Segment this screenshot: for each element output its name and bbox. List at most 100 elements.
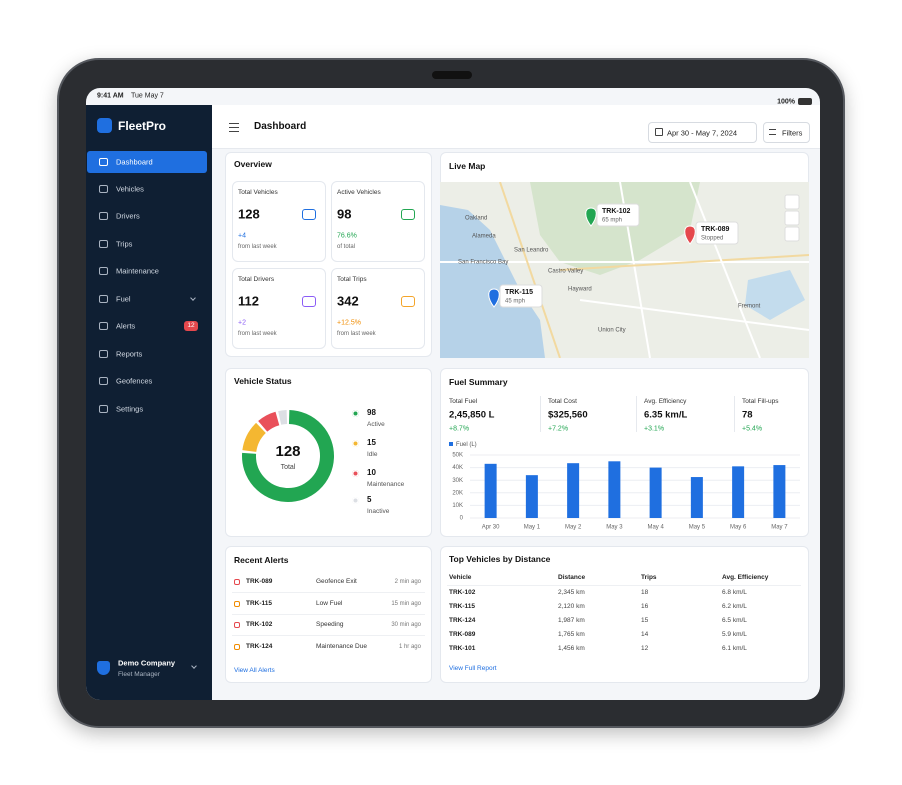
vehicle-pin (488, 288, 500, 308)
fuel-stat-label: Total Fill-ups (742, 397, 779, 405)
x-tick-label: May 5 (689, 525, 706, 531)
nav-item[interactable]: Alerts (116, 321, 136, 331)
nav-item[interactable]: Vehicles (116, 184, 144, 194)
stat-change: +2 (238, 319, 246, 327)
map-hills (530, 182, 700, 275)
stat-note: of total (337, 244, 356, 250)
table-header: Distance (558, 573, 586, 581)
stat-label: Total Vehicles (238, 188, 278, 196)
map-place: Castro Valley (548, 269, 583, 275)
donut-total: 128 (275, 443, 300, 460)
date-range: Apr 30 - May 7, 2024 (667, 128, 738, 138)
nav-item[interactable]: Settings (116, 404, 144, 414)
nav-item[interactable]: Reports (116, 349, 143, 359)
y-tick-label: 30K (452, 478, 463, 484)
nav-icon (99, 377, 108, 385)
map-control (784, 210, 800, 226)
view-all-link[interactable]: View All Alerts (234, 666, 275, 674)
map-water (440, 205, 545, 358)
nav-icon (99, 240, 108, 248)
divider (734, 396, 735, 432)
bar (525, 475, 538, 518)
stat-icon (302, 296, 316, 307)
date-button[interactable] (648, 122, 757, 143)
nav-item[interactable]: Drivers (116, 211, 140, 221)
filters-button[interactable] (763, 122, 810, 143)
x-tick-label: May 3 (606, 525, 623, 531)
table-cell: 1,987 km (558, 616, 585, 624)
nav-item[interactable]: Fuel (116, 294, 131, 304)
y-tick-label: 20K (452, 490, 463, 496)
divider (232, 592, 425, 593)
map-road (689, 182, 761, 358)
map-road (579, 299, 809, 331)
vehicle-id: TRK-089 (701, 226, 730, 233)
table-cell: 14 (641, 630, 649, 638)
alert-time: 1 hr ago (398, 644, 421, 650)
stat-icon (401, 209, 415, 220)
view-report-link[interactable]: View Full Report (449, 664, 497, 672)
fuel-stat-value: 78 (742, 409, 753, 421)
vehicle-label-box (695, 221, 739, 245)
card-title: Recent Alerts (234, 554, 289, 565)
table-cell: TRK-102 (449, 588, 476, 596)
y-tick-label: 50K (452, 453, 463, 459)
table-cell: 6.1 km/L (722, 644, 747, 652)
table-cell: 2,345 km (558, 588, 585, 596)
table-header: Vehicle (449, 573, 472, 581)
divider (232, 635, 425, 636)
stat-value: 112 (238, 293, 259, 309)
nav-item[interactable]: Maintenance (116, 266, 159, 276)
nav-item[interactable]: Dashboard (116, 157, 153, 167)
vehicle-status: 65 mph (602, 218, 622, 224)
stat-value: 98 (337, 206, 352, 222)
nav-icon (99, 267, 108, 275)
alert-icon (234, 622, 240, 628)
legend-dot (352, 410, 359, 417)
map: Oakland Alameda San Leandro San Francisco B… (440, 182, 809, 358)
nav-icon (99, 350, 108, 358)
table-cell: 1,765 km (558, 630, 585, 638)
legend-label: Inactive (367, 507, 390, 515)
legend-swatch (449, 442, 453, 446)
stat-change: 76.6% (337, 232, 357, 240)
table-cell: 15 (641, 616, 649, 624)
card-title: Live Map (449, 160, 486, 171)
table-cell: TRK-115 (449, 602, 476, 610)
filter-icon (769, 129, 776, 135)
table-cell: TRK-124 (449, 616, 476, 624)
donut-segment (278, 410, 288, 425)
alert-type: Low Fuel (316, 599, 343, 607)
nav-icon (99, 405, 108, 413)
bar (732, 466, 745, 518)
alert-icon (234, 579, 240, 585)
map-ponds (745, 270, 805, 320)
bar (484, 463, 497, 518)
top-vehicles-card (440, 546, 809, 683)
legend-value: 98 (367, 408, 376, 417)
card-title: Top Vehicles by Distance (449, 553, 551, 564)
donut-segment (242, 410, 334, 502)
table-cell: 12 (641, 644, 649, 652)
nav-item[interactable]: Trips (116, 239, 133, 249)
legend-label: Active (367, 420, 385, 428)
status-time: 9:41 AM (97, 92, 124, 100)
nav-badge (184, 321, 198, 331)
bar (773, 465, 786, 518)
map-place: Oakland (465, 216, 487, 222)
divider (636, 396, 637, 432)
table-header: Avg. Efficiency (722, 573, 769, 581)
fuel-stat-change: +3.1% (644, 425, 665, 433)
legend-label: Idle (367, 450, 378, 458)
stat-label: Active Vehicles (337, 188, 381, 196)
vehicle-pin (585, 207, 597, 227)
nav-item[interactable]: Geofences (116, 376, 153, 386)
donut: 128 Total (242, 410, 334, 502)
alert-vehicle: TRK-124 (246, 642, 273, 650)
stat-note: from last week (238, 244, 277, 250)
table-cell: 6.5 km/L (722, 616, 747, 624)
nav-icon (99, 295, 108, 303)
vehicle-id: TRK-102 (602, 208, 631, 215)
fuel-summary-card (440, 368, 809, 537)
